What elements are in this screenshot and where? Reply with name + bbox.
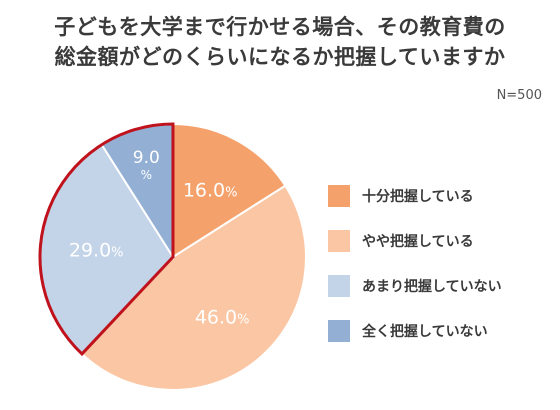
- chart-title-line-1: 子どもを大学まで行かせる場合、その教育費の: [54, 15, 506, 39]
- sample-size: N=500: [496, 88, 542, 103]
- chart-title-line-2: 総金額がどのくらいになるか把握していますか: [54, 45, 506, 69]
- pie-data-label: 46.0%: [195, 306, 250, 328]
- legend-item: あまり把握していない: [328, 274, 502, 298]
- legend: 十分把握している やや把握している あまり把握していない 全く把握していない: [328, 184, 502, 364]
- legend-swatch: [328, 275, 350, 297]
- pie-data-label: 16.0%: [183, 179, 238, 201]
- legend-label: 全く把握していない: [362, 324, 488, 340]
- pie-data-label: 9.0%: [133, 148, 160, 182]
- pie-data-label: 29.0%: [69, 240, 124, 262]
- legend-swatch: [328, 185, 350, 207]
- legend-label: あまり把握していない: [362, 279, 502, 295]
- legend-item: やや把握している: [328, 229, 502, 253]
- pie-slice: [80, 184, 307, 391]
- legend-label: やや把握している: [362, 234, 474, 250]
- legend-item: 十分把握している: [328, 184, 502, 208]
- legend-swatch: [328, 230, 350, 252]
- legend-label: 十分把握している: [362, 189, 474, 205]
- chart-title: 子どもを大学まで行かせる場合、その教育費の 総金額がどのくらいになるか把握してい…: [0, 12, 560, 72]
- highlight-outline: [38, 122, 175, 357]
- legend-swatch: [328, 320, 350, 342]
- legend-item: 全く把握していない: [328, 319, 502, 343]
- pie-slice: [172, 122, 287, 259]
